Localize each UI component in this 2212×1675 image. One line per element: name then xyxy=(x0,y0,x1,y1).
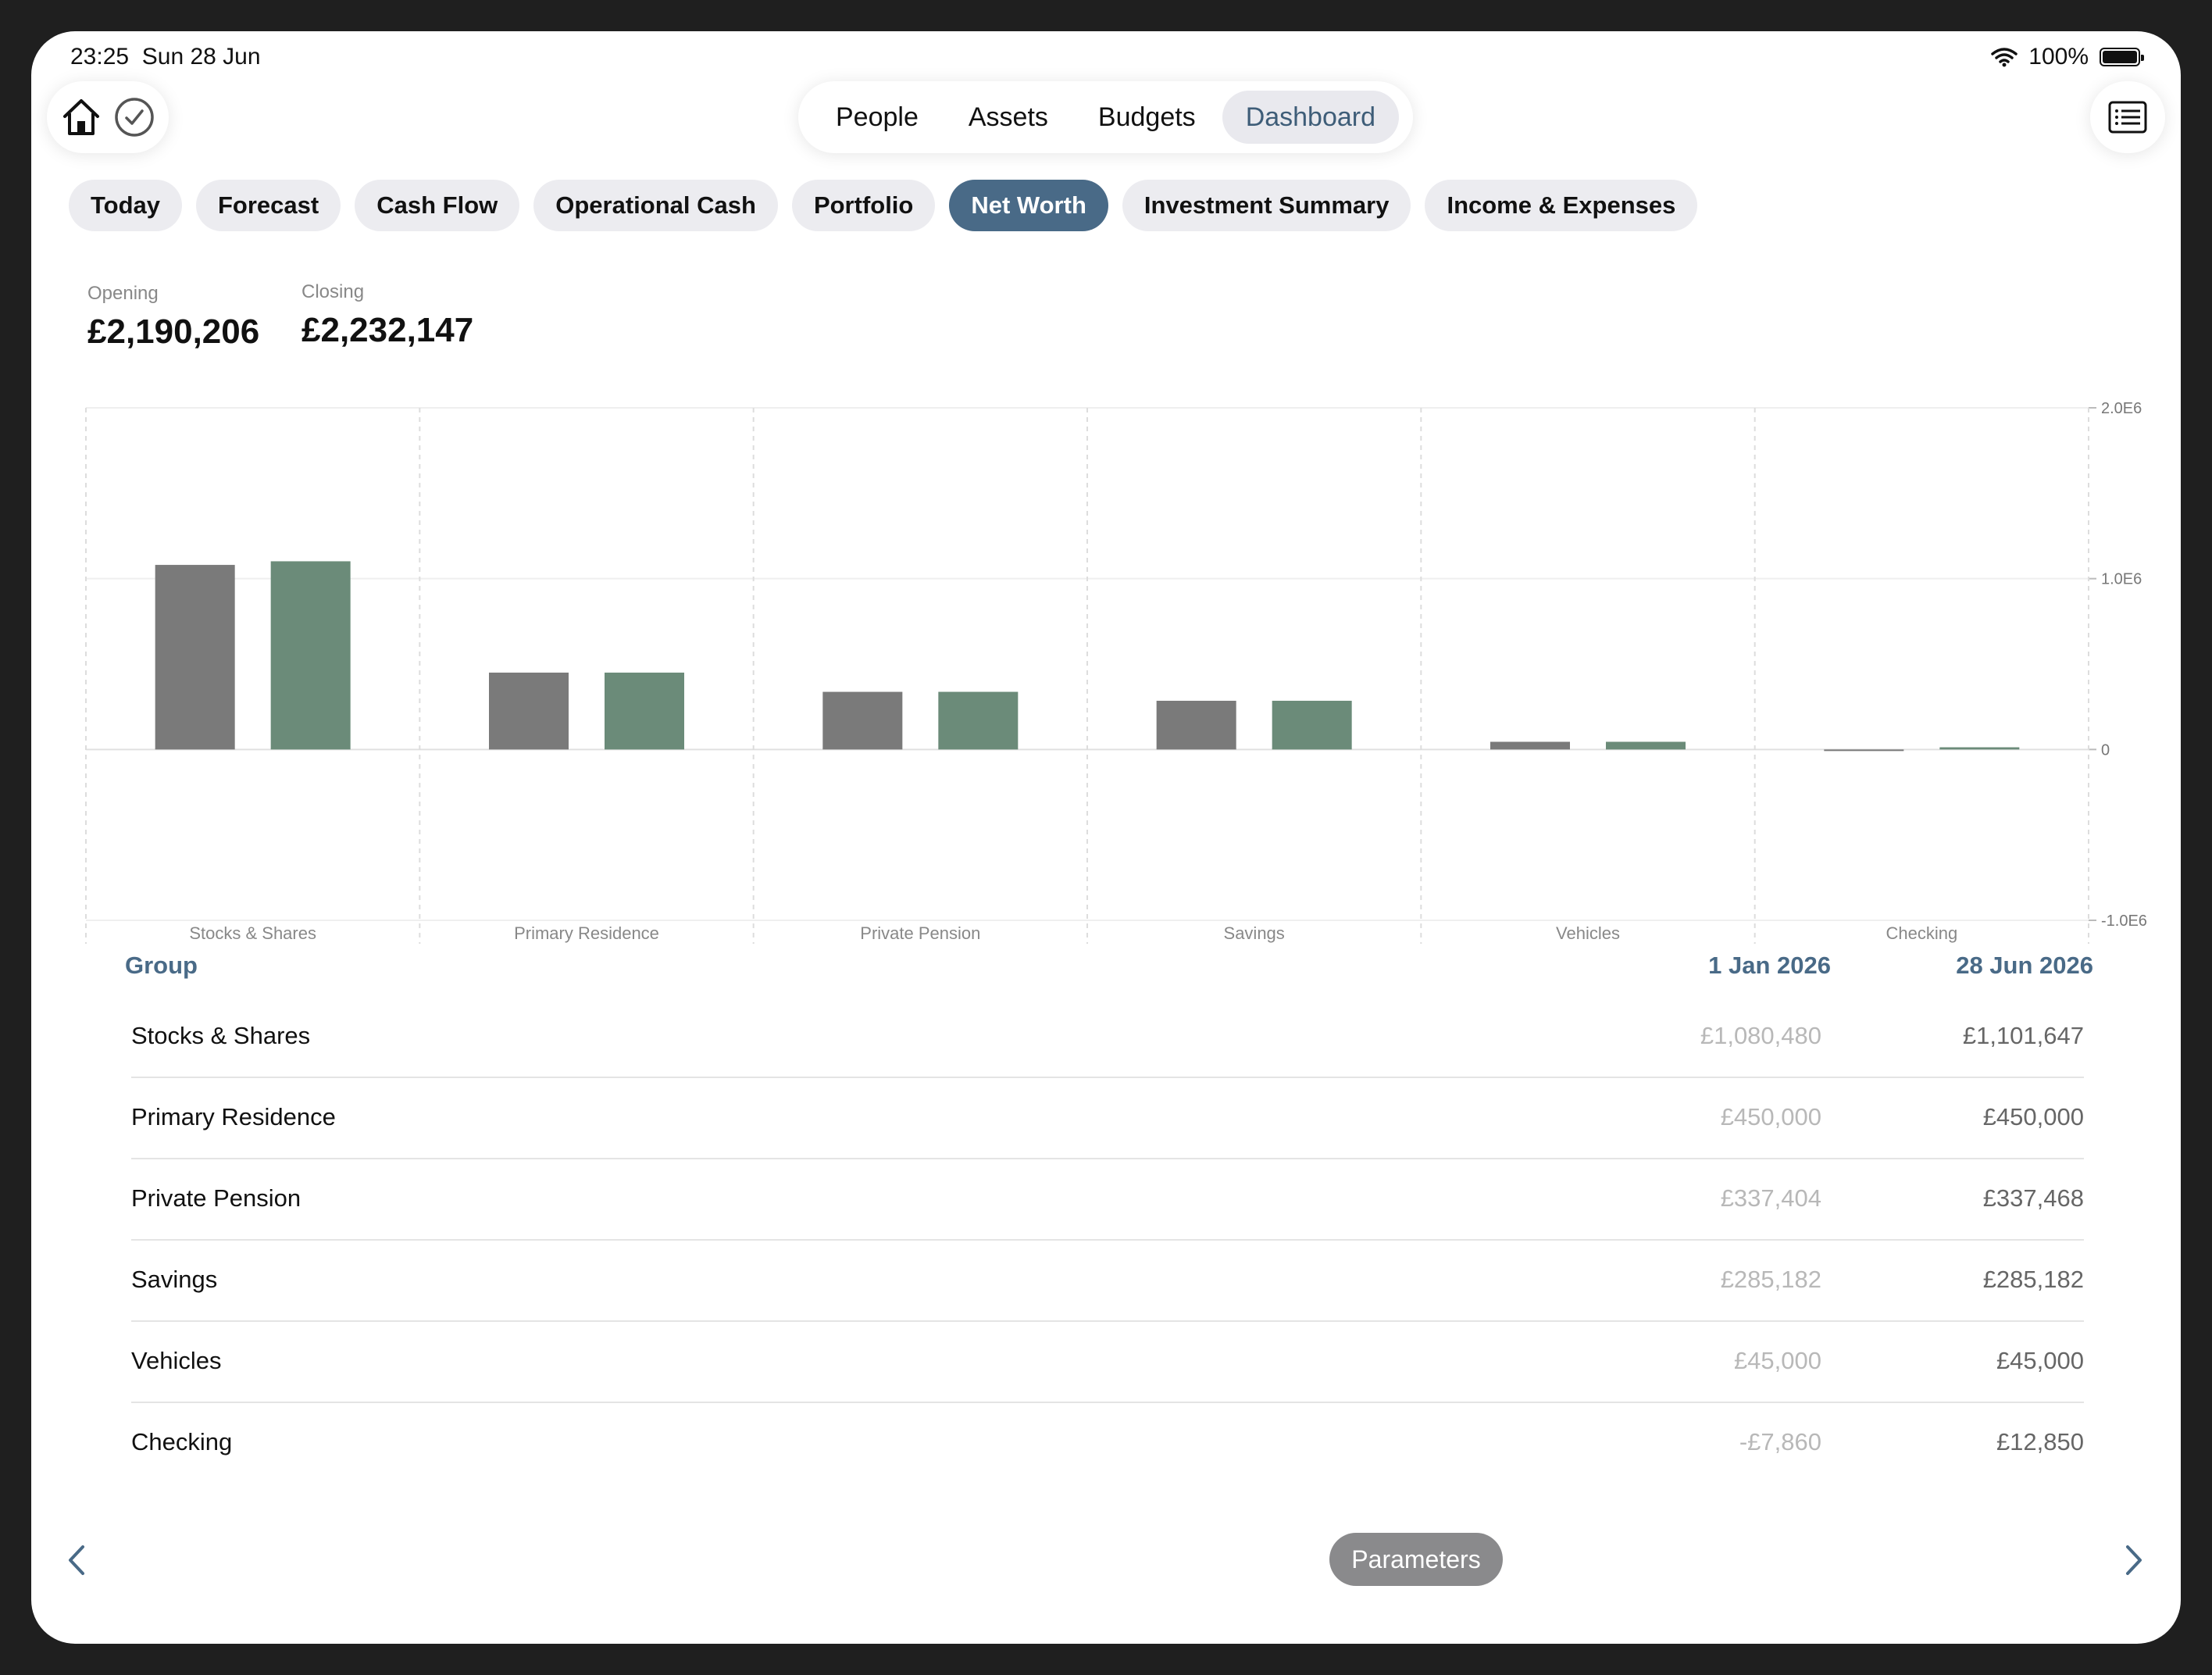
list-icon xyxy=(2108,101,2147,134)
tab-portfolio[interactable]: Portfolio xyxy=(791,180,936,231)
battery-icon xyxy=(2100,48,2144,66)
row-closing-value: £1,101,647 xyxy=(1962,1022,2084,1049)
tab-income-expenses[interactable]: Income & Expenses xyxy=(1425,180,1698,231)
table-header: Group 1 Jan 2026 28 Jun 2026 xyxy=(31,945,2181,991)
y-tick-label: 1.0E6 xyxy=(2101,571,2142,588)
checkmark-circle-icon[interactable] xyxy=(113,96,155,138)
status-date: Sun 28 Jun xyxy=(141,44,261,70)
row-closing-value: £12,850 xyxy=(1996,1428,2084,1455)
column-header-group[interactable]: Group xyxy=(125,952,198,979)
row-group-name: Primary Residence xyxy=(131,1103,336,1130)
x-category-label: Checking xyxy=(1886,923,1957,943)
table-row[interactable]: Checking -£7,860 £12,850 xyxy=(131,1403,2084,1484)
nav-budgets[interactable]: Budgets xyxy=(1097,102,1196,132)
row-group-name: Checking xyxy=(131,1428,233,1455)
y-tick-label: 0 xyxy=(2101,741,2110,759)
bar-opening xyxy=(155,565,235,750)
x-category-label: Primary Residence xyxy=(514,923,659,943)
column-header-opening[interactable]: 1 Jan 2026 xyxy=(1708,952,1831,979)
x-category-label: Stocks & Shares xyxy=(189,923,316,943)
bar-closing xyxy=(1272,700,1352,750)
row-closing-value: £45,000 xyxy=(1996,1347,2084,1374)
opening-value: £2,190,206 xyxy=(87,312,260,351)
closing-metric: Closing £2,232,147 xyxy=(301,281,473,350)
table-row[interactable]: Savings £285,182 £285,182 xyxy=(131,1241,2084,1322)
opening-label: Opening xyxy=(87,283,159,304)
x-category-label: Vehicles xyxy=(1556,923,1620,943)
bar-opening xyxy=(489,672,569,750)
row-group-name: Savings xyxy=(131,1266,218,1293)
left-toolbar xyxy=(47,81,169,153)
y-tick-label: -1.0E6 xyxy=(2101,912,2147,930)
net-worth-bar-chart: 2.0E6 1.0E6 0 -1.0E6 Stocks & Shares Primary … xyxy=(85,400,2147,944)
bar-closing xyxy=(938,691,1019,750)
row-group-name: Stocks & Shares xyxy=(131,1022,311,1049)
bar-opening xyxy=(1824,749,1904,752)
opening-metric: Opening £2,190,206 xyxy=(87,283,259,352)
app-screen: 23:25 Sun 28 Jun 100% People Assets Budg… xyxy=(31,31,2181,1644)
bar-opening xyxy=(822,691,903,750)
list-button[interactable] xyxy=(2090,81,2165,153)
status-indicators: 100% xyxy=(1991,44,2144,70)
chevron-left-icon[interactable] xyxy=(58,1541,97,1580)
x-category-label: Savings xyxy=(1224,923,1285,943)
tab-investment-summary[interactable]: Investment Summary xyxy=(1122,180,1411,231)
bar-opening xyxy=(1156,700,1236,750)
row-closing-value: £285,182 xyxy=(1982,1266,2084,1293)
battery-level xyxy=(2103,51,2137,63)
bar-opening xyxy=(1490,741,1570,750)
bar-closing xyxy=(270,561,351,750)
row-closing-value: £337,468 xyxy=(1982,1184,2084,1212)
bar-closing xyxy=(1939,747,2020,750)
row-group-name: Private Pension xyxy=(131,1184,301,1212)
dashboard-tabs: Today Forecast Cash Flow Operational Cas… xyxy=(69,180,1698,231)
bar-closing xyxy=(605,672,684,750)
x-category-label: Private Pension xyxy=(860,923,980,943)
chevron-right-icon[interactable] xyxy=(2114,1541,2153,1580)
nav-assets[interactable]: Assets xyxy=(968,102,1048,132)
table-row[interactable]: Vehicles £45,000 £45,000 xyxy=(131,1322,2084,1403)
tab-today[interactable]: Today xyxy=(69,180,182,231)
tab-net-worth[interactable]: Net Worth xyxy=(949,180,1108,231)
nav-dashboard[interactable]: Dashboard xyxy=(1222,91,1400,144)
y-tick-label: 2.0E6 xyxy=(2101,400,2142,417)
table-row[interactable]: Primary Residence £450,000 £450,000 xyxy=(131,1078,2084,1159)
row-opening-value: £450,000 xyxy=(1720,1103,1821,1130)
table-row[interactable]: Private Pension £337,404 £337,468 xyxy=(131,1159,2084,1241)
parameters-button[interactable]: Parameters xyxy=(1329,1533,1503,1586)
row-group-name: Vehicles xyxy=(131,1347,222,1374)
status-clock: 23:25 xyxy=(70,44,130,70)
bar-closing xyxy=(1606,741,1686,750)
wifi-icon xyxy=(1991,48,2018,67)
battery-percent: 100% xyxy=(2028,44,2089,70)
row-opening-value: £285,182 xyxy=(1720,1266,1821,1293)
column-header-closing[interactable]: 28 Jun 2026 xyxy=(1956,952,2093,979)
row-opening-value: -£7,860 xyxy=(1739,1428,1821,1455)
net-worth-table: Group 1 Jan 2026 28 Jun 2026 Stocks & Sh… xyxy=(31,945,2181,1455)
table-row[interactable]: Stocks & Shares £1,080,480 £1,101,647 xyxy=(131,997,2084,1078)
row-opening-value: £45,000 xyxy=(1733,1347,1821,1374)
closing-label: Closing xyxy=(301,281,365,302)
row-closing-value: £450,000 xyxy=(1982,1103,2084,1130)
tab-forecast[interactable]: Forecast xyxy=(196,180,341,231)
closing-value: £2,232,147 xyxy=(301,311,474,349)
home-icon[interactable] xyxy=(60,96,102,138)
row-opening-value: £1,080,480 xyxy=(1700,1022,1821,1049)
main-nav-segmented-control: People Assets Budgets Dashboard xyxy=(798,81,1414,153)
tab-cash-flow[interactable]: Cash Flow xyxy=(355,180,520,231)
status-time: 23:25 Sun 28 Jun xyxy=(70,44,261,70)
row-opening-value: £337,404 xyxy=(1720,1184,1821,1212)
tab-operational-cash[interactable]: Operational Cash xyxy=(533,180,778,231)
nav-people[interactable]: People xyxy=(836,102,919,132)
